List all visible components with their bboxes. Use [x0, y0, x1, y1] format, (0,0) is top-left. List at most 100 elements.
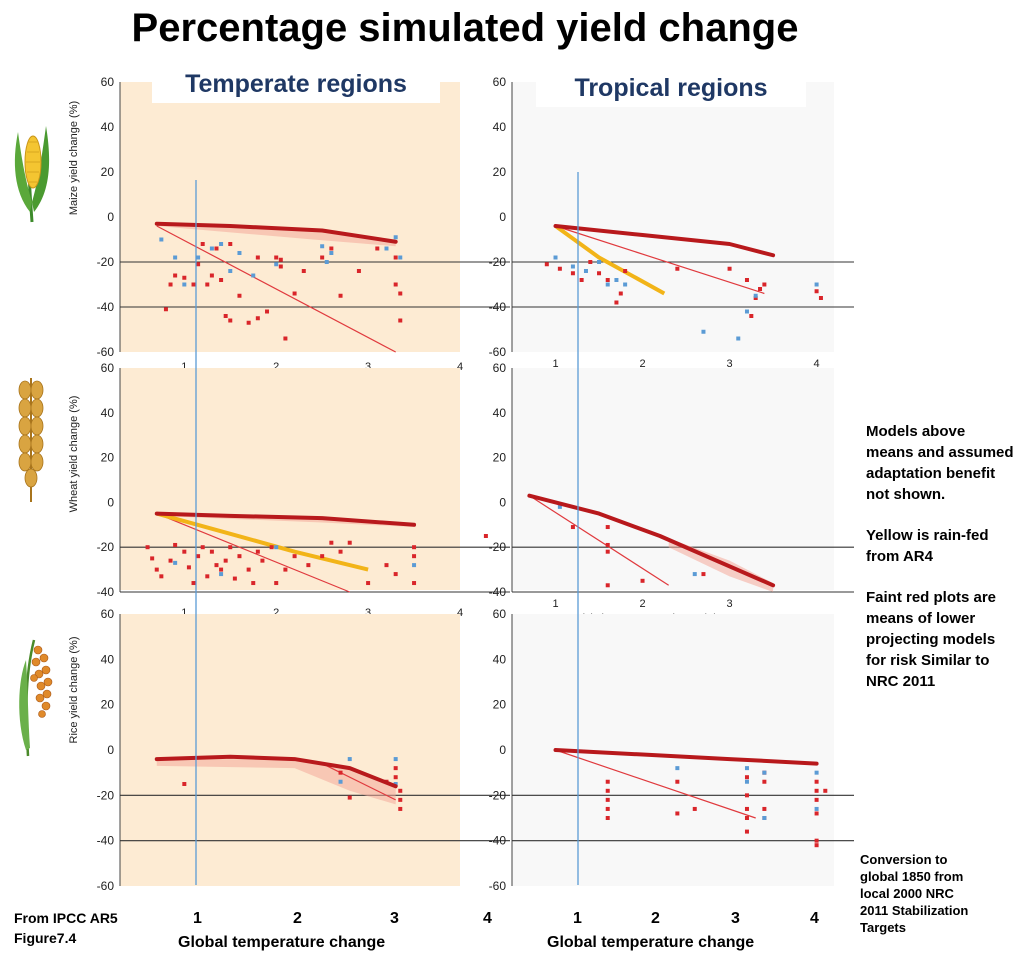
red-point [579, 278, 584, 282]
red-point [618, 291, 623, 296]
red-point [412, 554, 417, 559]
blue-point [623, 282, 628, 287]
red-point [154, 567, 159, 572]
red-point [692, 806, 697, 811]
red-point [150, 556, 155, 561]
y-tick-label: 20 [493, 165, 507, 179]
red-point [274, 255, 279, 260]
red-point [814, 788, 819, 793]
y-tick-label: 0 [499, 743, 506, 757]
red-point [159, 574, 164, 579]
red-point [398, 788, 403, 793]
blue-point [762, 770, 767, 775]
red-point [393, 766, 398, 771]
thin-fit-line [321, 763, 396, 801]
red-point [605, 583, 610, 588]
red-point [228, 242, 233, 246]
blue-point [553, 255, 558, 260]
blue-point [762, 816, 767, 820]
red-point [338, 770, 343, 775]
blue-point [692, 572, 697, 577]
risk-band [156, 223, 396, 247]
mean-line [553, 224, 776, 258]
red-point [544, 262, 549, 267]
red-point [232, 576, 237, 581]
source-note: From IPCC AR5 Figure7.4 [14, 910, 118, 946]
red-point [196, 554, 201, 559]
red-point [168, 282, 173, 287]
x-tick-label: 4 [457, 607, 463, 619]
red-point [398, 291, 403, 296]
mean-line [154, 754, 398, 789]
red-point [338, 293, 343, 298]
panel-background [120, 368, 460, 590]
conversion-note: Conversion to global 1850 from local 200… [860, 852, 969, 935]
red-point [384, 563, 389, 568]
y-tick-label: 40 [101, 406, 115, 420]
blue-point [744, 766, 749, 771]
red-point [605, 788, 610, 793]
blue-point [159, 237, 164, 242]
bottom-xlabel-right: Global temperature change [547, 934, 755, 951]
red-point [412, 545, 417, 550]
red-point [398, 806, 403, 811]
y-tick-label: -40 [489, 300, 507, 314]
red-point [356, 269, 361, 273]
blue-point [393, 782, 398, 786]
red-point [237, 554, 242, 559]
red-point [814, 797, 819, 802]
red-point [191, 581, 196, 586]
red-point [255, 316, 260, 321]
bottom-tick-left-2: 2 [293, 910, 302, 927]
y-tick-label: 0 [499, 210, 506, 224]
y-tick-label: 60 [101, 607, 115, 621]
blue-point [347, 757, 352, 762]
ylabel-wheat: Wheat yield change (%) [68, 395, 80, 513]
red-point [744, 816, 749, 820]
notes-panel: Models above means and assumed adaptatio… [866, 421, 1016, 712]
bottom-tick-right-2: 2 [651, 910, 660, 927]
red-point [168, 558, 173, 563]
x-tick-label: 2 [273, 361, 279, 373]
red-point [557, 266, 562, 271]
red-point [605, 779, 610, 784]
x-tick-label: 4 [457, 361, 463, 373]
red-point [196, 262, 201, 267]
red-point [605, 797, 610, 802]
maize-icon [14, 126, 50, 223]
red-point [597, 271, 602, 276]
red-point [265, 309, 270, 314]
blue-point [329, 251, 334, 255]
red-point [753, 296, 758, 300]
y-tick-label: 0 [499, 495, 506, 509]
red-point [260, 558, 265, 563]
thin-fit-line [555, 749, 756, 819]
red-point [329, 246, 334, 251]
blue-point [393, 235, 398, 240]
x-tick-label: 1 [181, 361, 187, 373]
red-point [605, 549, 610, 554]
red-point [182, 782, 187, 786]
x-tick-label: 2 [273, 607, 279, 619]
red-point [214, 563, 219, 568]
x-tick-label: 2 [639, 358, 645, 370]
y-tick-label: 60 [493, 75, 507, 89]
blue-point [338, 779, 343, 784]
x-tick-label: 4 [814, 358, 820, 370]
red-point [744, 278, 749, 282]
blue-point [814, 806, 819, 811]
thin-fit-line [529, 495, 669, 586]
red-point [283, 336, 288, 341]
red-point [320, 554, 325, 559]
y-tick-label: 20 [101, 451, 115, 465]
blue-point [701, 329, 706, 334]
panel-background [120, 614, 460, 886]
red-point [675, 811, 680, 816]
bottom-xlabel-left: Global temperature change [178, 934, 386, 951]
y-tick-label: -40 [489, 585, 507, 599]
red-point [814, 779, 819, 784]
y-tick-label: -20 [97, 788, 115, 802]
